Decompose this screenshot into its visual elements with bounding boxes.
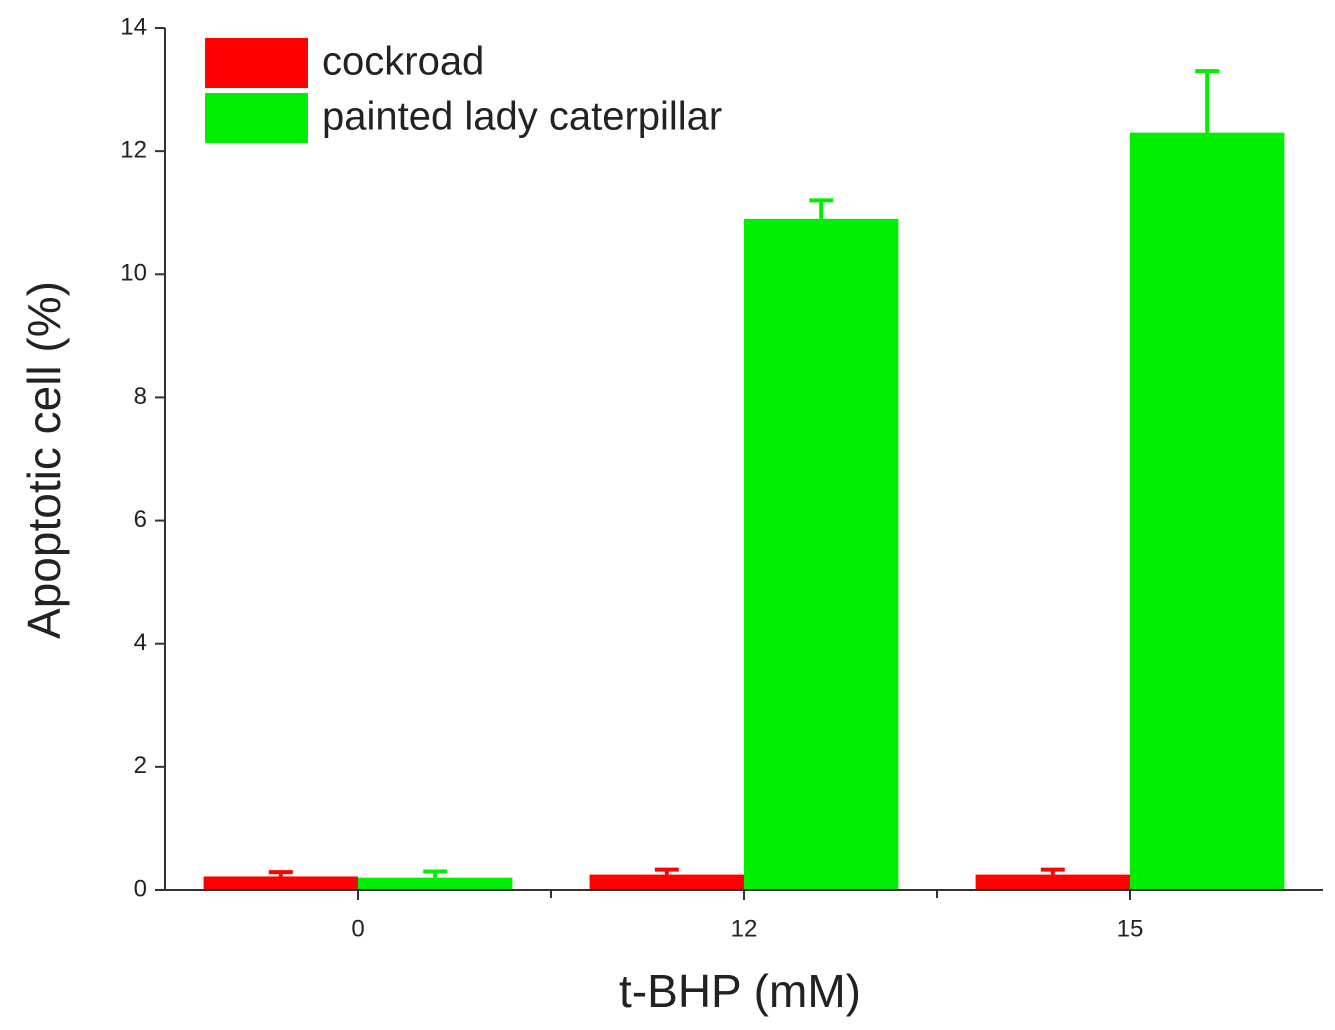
error-bar (423, 869, 448, 878)
error-bar (268, 870, 293, 877)
bar (589, 874, 744, 890)
legend-swatch (205, 93, 308, 143)
y-tick-label: 10 (120, 260, 147, 287)
y-tick-label: 12 (120, 136, 147, 163)
error-bar (1195, 69, 1220, 133)
bar (1130, 132, 1285, 890)
error-bar (1040, 867, 1065, 875)
y-tick-label: 6 (134, 506, 147, 533)
legend-swatch (205, 38, 308, 88)
bar (203, 876, 358, 890)
y-tick-label: 0 (134, 875, 147, 902)
y-tick-label: 14 (120, 13, 147, 40)
legend-label: cockroad (322, 40, 484, 84)
y-tick-label: 2 (134, 752, 147, 779)
bar (358, 877, 513, 890)
y-tick-label: 8 (134, 383, 147, 410)
bar (744, 218, 899, 890)
bar (975, 874, 1130, 890)
y-axis-title: Apoptotic cell (%) (18, 281, 70, 639)
y-tick-label: 4 (134, 629, 147, 656)
x-tick-label: 0 (351, 915, 364, 942)
legend-label: painted lady caterpillar (322, 95, 722, 139)
x-axis-title: t-BHP (mM) (619, 965, 861, 1017)
error-bar (654, 867, 679, 875)
x-tick-label: 15 (1117, 915, 1144, 942)
error-bar (809, 198, 834, 219)
x-tick-label: 12 (731, 915, 758, 942)
